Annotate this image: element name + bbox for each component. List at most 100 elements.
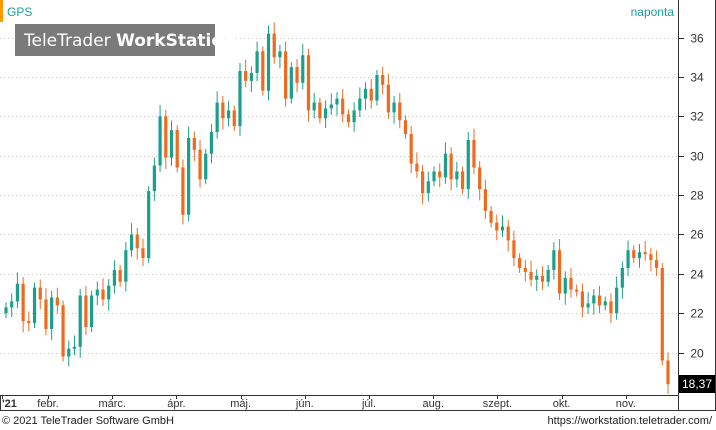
candle-body <box>192 137 196 150</box>
candle-body <box>569 277 573 290</box>
candle-body <box>226 110 231 119</box>
candle-body <box>84 295 88 328</box>
candle-body <box>261 51 265 91</box>
candle-body <box>318 102 322 119</box>
candle-body <box>301 55 305 83</box>
candle-body <box>649 254 653 261</box>
candle-body <box>403 120 408 135</box>
y-tick-label: 32 <box>690 110 704 124</box>
last-price-box <box>679 375 715 393</box>
candle-body <box>478 167 482 190</box>
candle-body <box>67 348 71 357</box>
candle-body <box>4 307 8 314</box>
candle-body <box>466 139 470 190</box>
candle-body <box>386 84 390 113</box>
candle-body <box>107 285 111 300</box>
candle-body <box>169 130 174 158</box>
candle-body <box>660 267 664 361</box>
candle-body <box>272 33 276 58</box>
watermark-light-text: TeleTrader <box>23 31 116 51</box>
last-price-label: 18,37 <box>682 377 712 391</box>
candle-body <box>586 303 590 308</box>
candle-body <box>563 277 567 294</box>
candle-body <box>580 291 584 308</box>
candle-body <box>609 301 613 314</box>
candle-body <box>575 289 579 292</box>
candlestick-series <box>4 22 670 394</box>
candle-body <box>529 271 533 280</box>
x-tick-label: nov. <box>616 398 636 410</box>
candle-body <box>352 110 356 123</box>
candle-body <box>278 51 282 58</box>
candle-body <box>455 171 459 180</box>
candle-body <box>637 252 642 259</box>
x-tick-label: jún. <box>295 398 314 410</box>
candle-body <box>592 295 596 304</box>
candle-body <box>135 234 139 249</box>
symbol-label[interactable]: GPS <box>7 5 32 19</box>
candle-body <box>124 250 128 282</box>
candle-body <box>335 98 339 105</box>
candle-body <box>654 260 659 268</box>
candle-body <box>284 51 288 99</box>
candle-body <box>615 287 619 314</box>
watermark-box <box>15 24 215 56</box>
symbol-accent-bar <box>0 0 3 22</box>
candle-body <box>495 222 499 231</box>
chart-grid <box>0 38 678 354</box>
x-tick-label: '21 <box>2 398 17 410</box>
interval-label[interactable]: naponta <box>631 5 675 19</box>
watermark: TeleTrader WorkStation <box>15 24 235 56</box>
copyright-text: © 2021 TeleTrader Software GmbH <box>2 415 174 427</box>
candle-body <box>78 295 82 347</box>
candle-body <box>158 116 162 166</box>
candle-body <box>118 269 122 282</box>
x-tick-label: szept. <box>483 398 512 410</box>
candle-body <box>518 258 522 268</box>
candle-body <box>506 226 510 241</box>
candle-body <box>181 167 185 215</box>
candle-body <box>32 287 37 324</box>
x-axis-labels: '21 febr. márc. ápr. máj. jún. júl. aug. szept. o… <box>2 395 636 410</box>
candle-body <box>346 114 351 123</box>
candle-body <box>666 360 670 385</box>
x-tick-label: máj. <box>230 398 251 410</box>
candle-body <box>489 210 493 223</box>
candle-body <box>540 275 545 282</box>
candle-body <box>90 295 94 328</box>
candle-body <box>44 299 48 329</box>
x-tick-label: febr. <box>37 398 58 410</box>
candle-body <box>632 250 636 259</box>
candle-body <box>164 116 168 158</box>
candle-body <box>426 181 430 194</box>
candle-body <box>147 191 151 259</box>
candle-body <box>175 130 179 168</box>
watermark-text: TeleTrader WorkStation <box>23 31 235 51</box>
candle-body <box>329 104 333 109</box>
candle-body <box>21 283 25 322</box>
candle-body <box>523 267 527 272</box>
candle-body <box>535 275 539 280</box>
candle-body <box>15 283 20 302</box>
candle-body <box>369 88 373 101</box>
source-url-link[interactable]: https://workstation.teletrader.com/ <box>548 415 713 427</box>
candle-body <box>255 51 259 73</box>
candle-body <box>204 153 208 180</box>
y-tick-label: 20 <box>690 347 704 361</box>
candle-body <box>449 153 453 180</box>
x-tick-label: ápr. <box>167 398 185 410</box>
y-tick-label: 22 <box>690 307 704 321</box>
candle-body <box>363 88 368 99</box>
candle-body <box>312 102 316 111</box>
candle-body <box>112 269 117 286</box>
candle-body <box>552 250 556 270</box>
y-axis-ticks: 20 22 24 26 28 30 32 34 36 <box>678 32 704 361</box>
candle-body <box>557 250 562 294</box>
x-tick-label: júl. <box>361 398 376 410</box>
candle-body <box>375 74 379 101</box>
candle-body <box>415 163 419 172</box>
candle-body <box>38 287 42 300</box>
candle-body <box>198 149 202 180</box>
candle-body <box>483 189 487 211</box>
